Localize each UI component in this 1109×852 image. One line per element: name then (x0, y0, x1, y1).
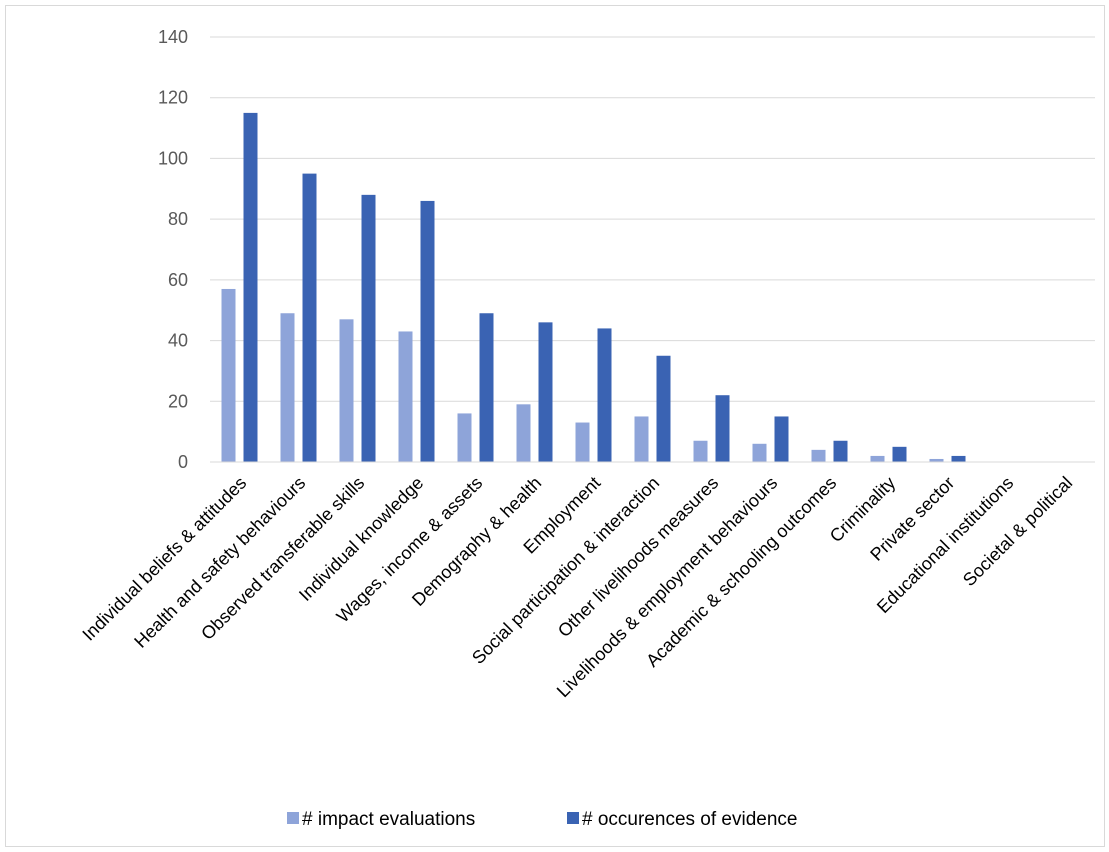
y-axis-ticks: 0 20 40 60 80 100 120 140 (158, 27, 188, 472)
y-tick-label: 100 (158, 148, 188, 168)
legend-label-occurences-of-evidence: # occurences of evidence (582, 809, 797, 830)
bars (221, 112, 966, 463)
bar-occurences-of-evidence (361, 194, 376, 462)
gridlines (210, 36, 1095, 402)
bar-occurences-of-evidence (243, 112, 258, 463)
bar-impact-evaluations (693, 440, 708, 462)
y-tick-label: 80 (168, 209, 188, 229)
bar-occurences-of-evidence (833, 440, 848, 462)
bar-impact-evaluations (457, 413, 472, 462)
bar-impact-evaluations (221, 288, 236, 462)
bar-occurences-of-evidence (302, 173, 317, 462)
bar-impact-evaluations (280, 313, 295, 462)
legend-label-impact-evaluations: # impact evaluations (302, 809, 475, 830)
y-tick-label: 60 (168, 270, 188, 290)
bar-impact-evaluations (634, 416, 649, 462)
bar-impact-evaluations (752, 443, 767, 462)
bar-impact-evaluations (575, 422, 590, 462)
bar-occurences-of-evidence (715, 395, 730, 462)
chart-frame (5, 5, 1105, 847)
legend-swatch-impact-evaluations (287, 812, 299, 824)
bar-occurences-of-evidence (656, 355, 671, 462)
y-tick-label: 20 (168, 391, 188, 411)
bar-impact-evaluations (398, 331, 413, 462)
bar-occurences-of-evidence (597, 328, 612, 462)
bar-impact-evaluations (811, 449, 826, 462)
bar-occurences-of-evidence (479, 313, 494, 462)
x-category-label: Livelihoods & employment behaviours (553, 473, 782, 702)
y-tick-label: 40 (168, 331, 188, 351)
y-tick-label: 140 (158, 27, 188, 47)
bar-impact-evaluations (339, 319, 354, 462)
y-tick-label: 0 (178, 452, 188, 472)
legend: # impact evaluations # occurences of evi… (287, 809, 797, 830)
bar-impact-evaluations (929, 458, 944, 462)
bar-occurences-of-evidence (538, 322, 553, 462)
bar-occurences-of-evidence (774, 416, 789, 462)
bar-impact-evaluations (516, 404, 531, 462)
x-category-label: Societal & political (959, 473, 1076, 590)
bar-impact-evaluations (870, 455, 885, 462)
legend-swatch-occurences-of-evidence (567, 812, 579, 824)
bar-occurences-of-evidence (951, 455, 966, 462)
bar-occurences-of-evidence (420, 200, 435, 462)
bar-occurences-of-evidence (892, 446, 907, 462)
y-tick-label: 120 (158, 88, 188, 108)
